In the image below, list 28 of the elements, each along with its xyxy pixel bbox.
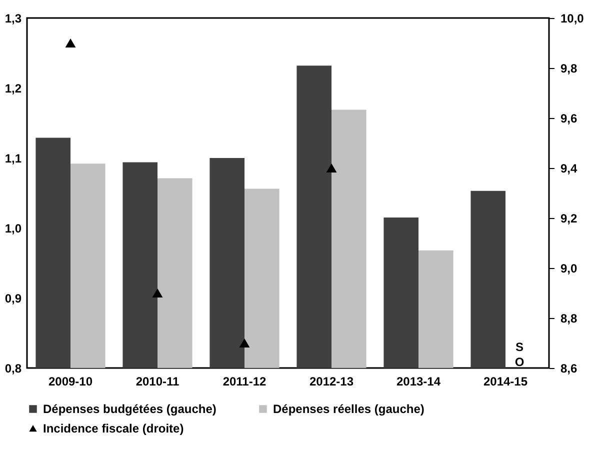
annotation: SO — [514, 340, 524, 369]
y-tick-label: 0,8 — [4, 362, 22, 376]
x-tick-label: 2014-15 — [483, 374, 528, 388]
y2-tick-label: 9,4 — [560, 162, 578, 176]
x-tick-label: 2010-11 — [136, 374, 180, 388]
point — [65, 38, 76, 48]
legend-label: Dépenses budgétées (gauche) — [43, 402, 216, 416]
y2-tick-label: 9,8 — [560, 62, 578, 76]
legend-label: Incidence fiscale (droite) — [43, 421, 184, 436]
x-tick-label: 2011-12 — [222, 374, 267, 388]
y-tick-label: 1,1 — [4, 152, 22, 166]
y2-tick-label: 9,2 — [560, 212, 578, 226]
y2-tick-label: 8,6 — [560, 362, 578, 376]
legend-label: Dépenses réelles (gauche) — [273, 402, 424, 416]
point — [239, 338, 250, 348]
y-tick-label: 1,3 — [4, 12, 22, 26]
x-tick-label: 2012-13 — [309, 374, 354, 388]
y-tick-label: 1,2 — [4, 82, 22, 96]
y2-tick-label: 10,0 — [560, 12, 584, 26]
y-tick-label: 1,0 — [4, 222, 22, 236]
y-tick-label: 0,9 — [4, 292, 22, 306]
x-tick-label: 2009-10 — [48, 374, 93, 388]
y2-tick-label: 9,6 — [560, 112, 578, 126]
y2-tick-label: 9,0 — [560, 262, 578, 276]
y2-tick-label: 8,8 — [560, 312, 578, 326]
point — [326, 163, 337, 173]
x-tick-label: 2013-14 — [396, 374, 441, 388]
point — [152, 288, 163, 298]
